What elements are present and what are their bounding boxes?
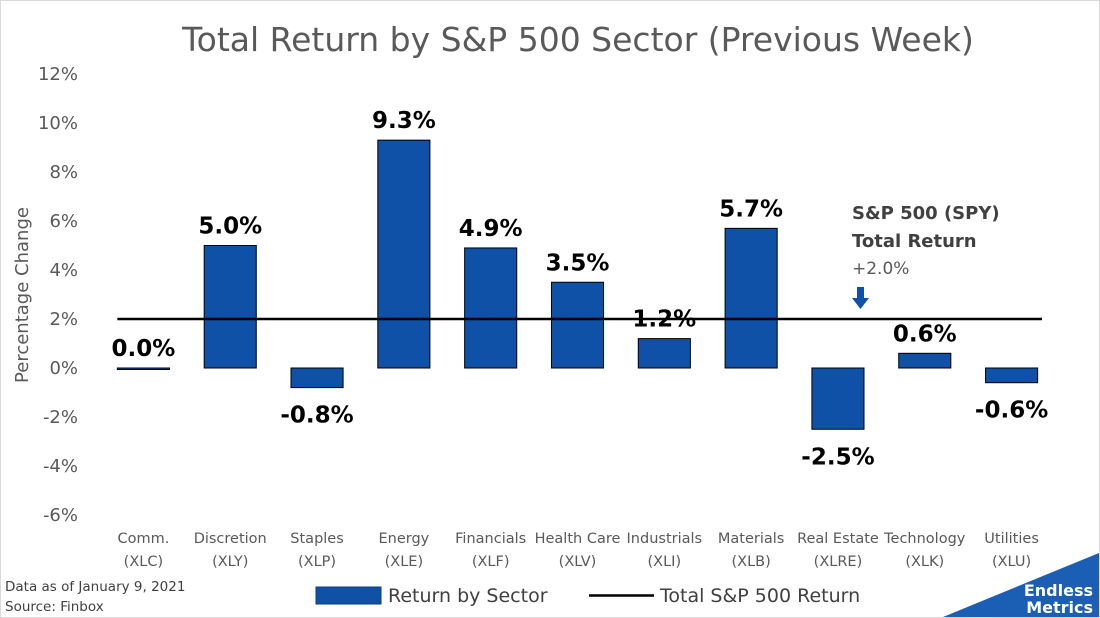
x-axis: Comm. (XLC) Discretion (XLY) Staples (XLP) Ene…: [117, 531, 1038, 570]
y-tick-label: 6%: [49, 211, 78, 232]
bar: [724, 227, 778, 369]
y-tick-label: 0%: [49, 358, 78, 379]
bar: [811, 367, 865, 430]
category-ticker-label: (XLV): [559, 554, 597, 570]
legend-line-label: Total S&P 500 Return: [659, 585, 860, 607]
category-label: Health Care: [535, 531, 621, 547]
data-label: -2.5%: [801, 444, 874, 470]
category-label: Financials: [455, 531, 526, 547]
bar: [377, 139, 431, 369]
legend-bar-label: Return by Sector: [388, 585, 548, 607]
logo-wedge: [943, 553, 1099, 617]
category-label: Real Estate: [797, 531, 879, 547]
y-tick-label: -4%: [43, 456, 78, 477]
data-label: -0.8%: [280, 403, 353, 429]
category-ticker-label: (XLP): [298, 554, 336, 570]
y-axis-label: Percentage Change: [12, 207, 33, 383]
y-tick-label: -6%: [43, 505, 78, 526]
category-ticker-label: (XLY): [212, 554, 248, 570]
logo-text-line-2: Metrics: [1026, 598, 1093, 617]
category-label: Utilities: [984, 531, 1039, 547]
category-label: Discretion: [194, 531, 267, 547]
chart-title: Total Return by S&P 500 Sector (Previous…: [181, 20, 974, 59]
data-label: 5.7%: [719, 196, 783, 222]
category-ticker-label: (XLC): [124, 554, 163, 570]
y-tick-label: 4%: [49, 260, 78, 281]
legend: Return by Sector Total S&P 500 Return: [315, 585, 860, 607]
logo-text-line-1: Endless: [1024, 581, 1093, 600]
category-ticker-label: (XLK): [905, 554, 944, 570]
data-label: 1.2%: [632, 307, 696, 333]
endless-metrics-logo: Endless Metrics: [943, 553, 1099, 617]
data-label: 0.0%: [112, 336, 176, 362]
bar: [290, 367, 344, 389]
bar: [464, 247, 518, 369]
bar: [637, 338, 691, 369]
category-ticker-label: (XLU): [992, 554, 1031, 570]
data-label: 0.6%: [893, 321, 957, 347]
y-axis: -6% -4% -2% 0% 2% 4% 6% 8% 10% 12%: [38, 64, 78, 526]
category-ticker-label: (XLI): [648, 554, 682, 570]
y-tick-label: 10%: [38, 113, 78, 134]
category-label: Staples: [290, 531, 343, 547]
data-label: 5.0%: [198, 214, 262, 240]
y-tick-label: 2%: [49, 309, 78, 330]
annotation-line-1: S&P 500 (SPY): [852, 203, 1000, 224]
annotation-line-2: Total Return: [852, 231, 977, 252]
y-tick-label: 8%: [49, 162, 78, 183]
data-label: -0.6%: [975, 398, 1048, 424]
annotation-line-3: +2.0%: [852, 259, 909, 279]
data-label: 9.3%: [372, 108, 436, 134]
bar: [898, 352, 952, 369]
data-label: 4.9%: [459, 216, 523, 242]
bar: [985, 367, 1039, 384]
bar-series: [116, 139, 1039, 430]
data-date-note: Data as of January 9, 2021: [5, 579, 185, 595]
bar: [116, 367, 170, 370]
category-label: Technology: [883, 531, 966, 547]
category-label: Industrials: [627, 531, 703, 547]
category-ticker-label: (XLB): [731, 554, 770, 570]
y-tick-label: -2%: [43, 407, 78, 428]
source-note: Source: Finbox: [5, 599, 104, 615]
data-labels: 0.0% 5.0% -0.8% 9.3% 4.9% 3.5% 1.2% 5.7% -2.5% 0.…: [112, 108, 1049, 470]
category-ticker-label: (XLE): [385, 554, 424, 570]
category-label: Materials: [718, 531, 784, 547]
data-label: 3.5%: [546, 250, 610, 276]
spy-annotation: S&P 500 (SPY) Total Return +2.0%: [852, 203, 1000, 309]
y-tick-label: 12%: [38, 64, 78, 85]
legend-bar-swatch: [315, 586, 382, 605]
category-ticker-label: (XLRE): [814, 554, 863, 570]
category-ticker-label: (XLF): [472, 554, 510, 570]
down-arrow-icon: [852, 287, 869, 309]
bar: [203, 245, 257, 369]
category-label: Energy: [378, 531, 429, 547]
bar: [550, 281, 605, 369]
category-label: Comm.: [117, 531, 169, 547]
